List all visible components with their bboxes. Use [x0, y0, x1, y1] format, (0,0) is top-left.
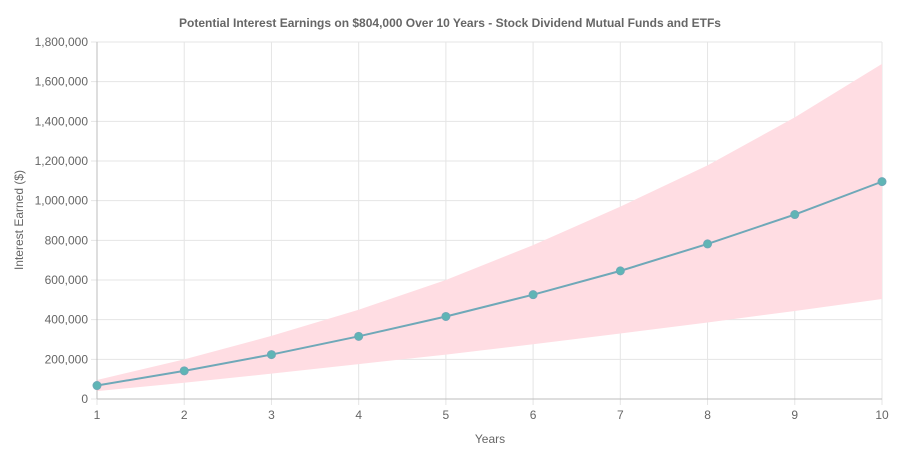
series-points	[92, 177, 887, 391]
data-point[interactable]	[179, 366, 189, 376]
data-point[interactable]	[703, 239, 713, 249]
chart-title: Potential Interest Earnings on $804,000 …	[179, 16, 721, 30]
y-axis-title: Interest Earned ($)	[12, 170, 26, 270]
data-point[interactable]	[790, 210, 800, 220]
x-tick-label: 9	[791, 408, 798, 422]
x-tick-label: 7	[617, 408, 624, 422]
data-point[interactable]	[266, 350, 276, 360]
data-point[interactable]	[528, 290, 538, 300]
data-point[interactable]	[92, 381, 102, 391]
range-band	[97, 63, 882, 392]
y-tick-label: 800,000	[45, 233, 89, 247]
data-point[interactable]	[615, 266, 625, 276]
y-tick-label: 1,400,000	[35, 114, 89, 128]
data-point[interactable]	[441, 311, 451, 321]
y-tick-label: 600,000	[45, 273, 89, 287]
series-line	[96, 180, 883, 387]
y-tick-label: 1,800,000	[35, 35, 89, 49]
x-axis-ticks: 1 2 3 4 5 6 7 8 9 10	[94, 408, 889, 422]
x-axis-title: Years	[475, 432, 505, 446]
x-tick-label: 5	[443, 408, 450, 422]
y-tick-label: 1,600,000	[35, 75, 89, 89]
data-point[interactable]	[354, 331, 364, 341]
y-tick-label: 1,000,000	[35, 194, 89, 208]
x-tick-label: 10	[875, 408, 889, 422]
x-tick-label: 3	[268, 408, 275, 422]
y-axis-ticks: 0 200,000 400,000 600,000 800,000 1,000,000 1,…	[35, 35, 89, 406]
x-tick-label: 4	[355, 408, 362, 422]
y-tick-label: 400,000	[45, 313, 89, 327]
y-tick-label: 200,000	[45, 352, 89, 366]
x-tick-label: 6	[530, 408, 537, 422]
y-tick-label: 1,200,000	[35, 154, 89, 168]
x-tick-label: 8	[704, 408, 711, 422]
x-tick-label: 2	[181, 408, 188, 422]
x-tick-label: 1	[94, 408, 101, 422]
data-point[interactable]	[877, 177, 887, 187]
y-tick-label: 0	[81, 392, 88, 406]
